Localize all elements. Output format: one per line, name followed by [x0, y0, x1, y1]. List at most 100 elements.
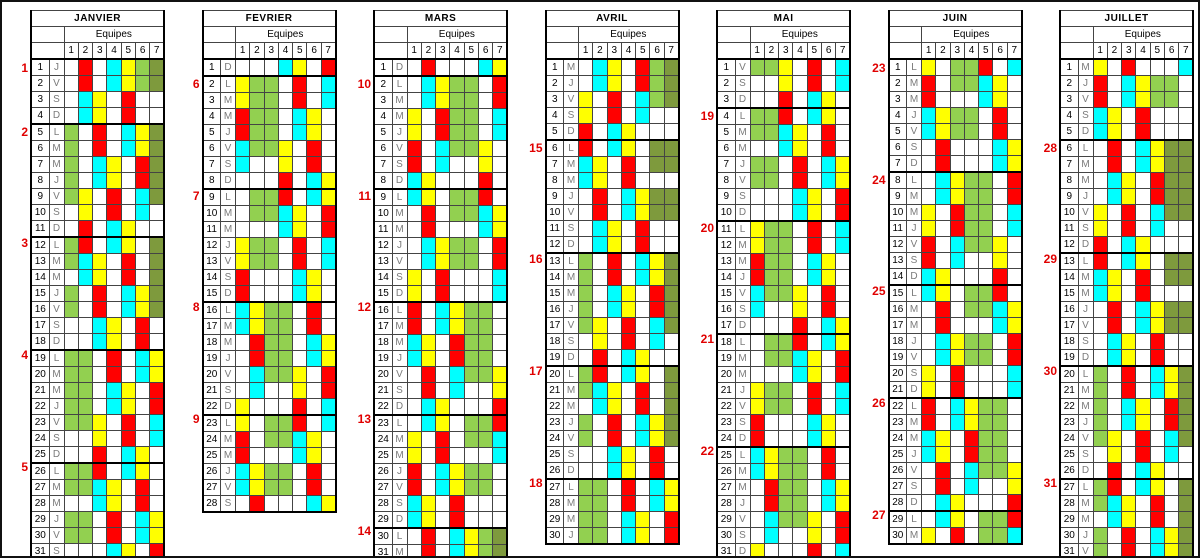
shift-cell: [149, 543, 166, 556]
shift-cell: [234, 366, 251, 383]
month-title: FEVRIER: [201, 10, 337, 27]
shift-cell: [277, 140, 294, 157]
shift-cell: [978, 91, 994, 108]
shift-cell: [134, 462, 151, 480]
day-number: 27: [373, 479, 393, 496]
day-number: 20: [373, 366, 393, 383]
shift-cell: [134, 107, 151, 125]
shift-cell: [935, 333, 951, 350]
day-row: 20 M: [716, 366, 852, 383]
shift-cell: [820, 75, 837, 92]
shift-cell: [1106, 58, 1123, 76]
day-number: 16: [1059, 301, 1079, 318]
shift-cell: [435, 285, 451, 303]
shift-cell: [1149, 495, 1165, 512]
shift-cell: [1121, 333, 1137, 350]
shift-cell: [1149, 139, 1165, 157]
shift-cell: [449, 301, 465, 319]
day-letter: J: [391, 350, 408, 367]
shift-cell: [1092, 398, 1108, 415]
day-letter: D: [563, 123, 579, 141]
day-row: 21 J: [716, 382, 852, 399]
shift-cell: [292, 334, 308, 351]
shift-cell: [935, 365, 951, 382]
day-number: 18: [1059, 333, 1079, 350]
shift-cell: [978, 510, 994, 528]
day-letter: M: [734, 253, 751, 270]
shift-cell: [1006, 397, 1023, 415]
equipe-column-header: 2: [420, 42, 437, 60]
shift-cell: [449, 414, 465, 432]
day-row: 23 J: [544, 414, 680, 431]
shift-cell: [134, 366, 151, 383]
equipe-column-header: 1: [1092, 42, 1108, 60]
day-number: 22: [30, 398, 50, 415]
shift-cell: [234, 285, 251, 303]
shift-cell: [435, 221, 451, 238]
day-number: 13: [1059, 252, 1079, 270]
shift-cell: [1092, 527, 1108, 544]
shift-cell: [992, 494, 1008, 512]
month-title: JUILLET: [1058, 10, 1195, 27]
shift-cell: [778, 463, 794, 480]
shift-cell: [920, 333, 937, 350]
equipe-column-header: 5: [120, 42, 136, 60]
shift-cell: [778, 285, 794, 302]
shift-cell: [577, 511, 594, 528]
shift-cell: [835, 463, 852, 480]
shift-cell: [149, 301, 166, 318]
shift-cell: [792, 382, 808, 399]
shift-cell: [606, 430, 622, 447]
shift-cell: [820, 188, 837, 205]
day-letter: M: [391, 108, 408, 125]
shift-cell: [835, 317, 852, 335]
shift-cell: [120, 107, 136, 125]
shift-cell: [1149, 527, 1165, 544]
shift-cell: [420, 58, 437, 77]
shift-cell: [320, 431, 337, 448]
shift-cell: [978, 381, 994, 399]
shift-cell: [778, 301, 794, 318]
shift-cell: [792, 446, 808, 464]
day-row: 20 V: [373, 366, 509, 383]
shift-cell: [263, 414, 279, 432]
shift-cell: [606, 333, 622, 350]
day-letter: M: [734, 350, 751, 367]
day-letter: S: [734, 188, 751, 205]
shift-cell: [477, 511, 494, 529]
shift-cell: [620, 527, 637, 545]
shift-cell: [306, 285, 322, 303]
shift-cell: [1006, 58, 1023, 76]
month-table: MAI Equipes 1 2 3 4 5 6 7 1 V 2 S 3 D 4 L 5 M 6 M 7 J 8 V 9 S 10 D 11…: [715, 10, 852, 556]
shift-cell: [835, 204, 852, 222]
equipe-column-header: 4: [792, 42, 808, 60]
day-letter: J: [220, 463, 236, 480]
day-row: 24 V: [544, 430, 680, 447]
week-number: 21: [700, 332, 714, 347]
shift-cell: [649, 204, 665, 221]
day-letter: L: [1077, 252, 1094, 270]
shift-cell: [749, 301, 765, 318]
shift-cell: [292, 205, 308, 222]
equipe-column-header: 4: [106, 42, 122, 60]
shift-cell: [1092, 478, 1108, 496]
shift-cell: [1006, 284, 1023, 302]
shift-cell: [77, 479, 94, 496]
day-letter: L: [48, 349, 65, 367]
shift-cell: [1149, 446, 1165, 463]
shift-cell: [992, 268, 1008, 286]
shift-cell: [92, 479, 108, 496]
shift-cell: [949, 220, 965, 237]
shift-cell: [1121, 398, 1137, 415]
shift-cell: [477, 301, 494, 319]
shift-cell: [963, 171, 980, 189]
shift-cell: [763, 91, 780, 109]
shift-cell: [420, 253, 437, 270]
shift-cell: [949, 365, 965, 382]
shift-cell: [106, 511, 122, 528]
week-number: 15: [529, 140, 543, 155]
